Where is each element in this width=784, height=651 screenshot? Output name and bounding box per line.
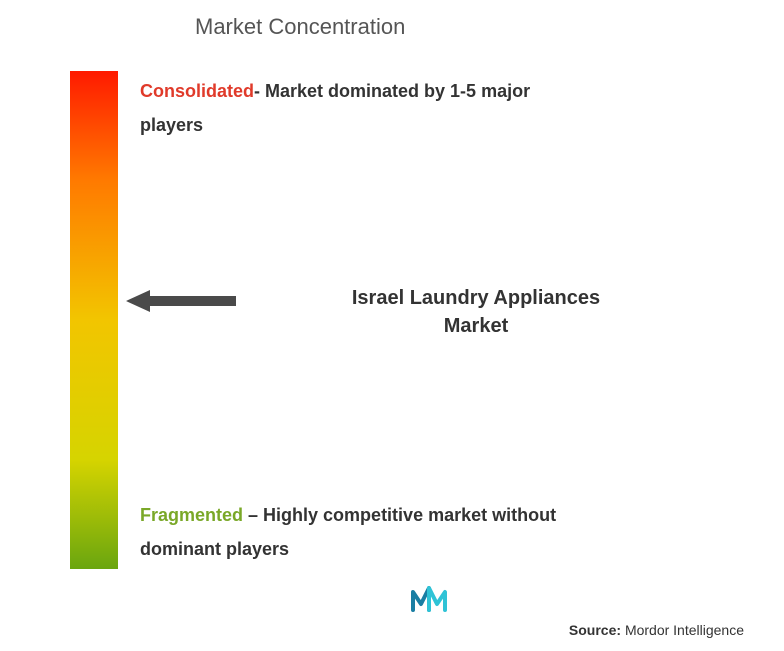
source-label: Source: <box>569 622 621 638</box>
chart-title: Market Concentration <box>195 14 405 40</box>
consolidated-keyword: Consolidated <box>140 81 254 101</box>
position-arrow-icon <box>126 290 236 312</box>
logo-right-stroke <box>429 588 445 610</box>
consolidated-label: Consolidated- Market dominated by 1-5 ma… <box>140 74 554 142</box>
market-name: Israel Laundry Appliances Market <box>346 284 606 340</box>
logo-left-stroke <box>413 588 429 610</box>
fragmented-label: Fragmented – Highly competitive market w… <box>140 498 614 566</box>
fragmented-keyword: Fragmented <box>140 505 243 525</box>
source-line: Source: Mordor Intelligence <box>569 622 744 638</box>
source-value: Mordor Intelligence <box>625 622 744 638</box>
concentration-gradient-bar <box>70 71 118 569</box>
arrow-shape <box>126 290 236 312</box>
gradient-rect <box>70 71 118 569</box>
mordor-logo-icon <box>411 586 447 612</box>
